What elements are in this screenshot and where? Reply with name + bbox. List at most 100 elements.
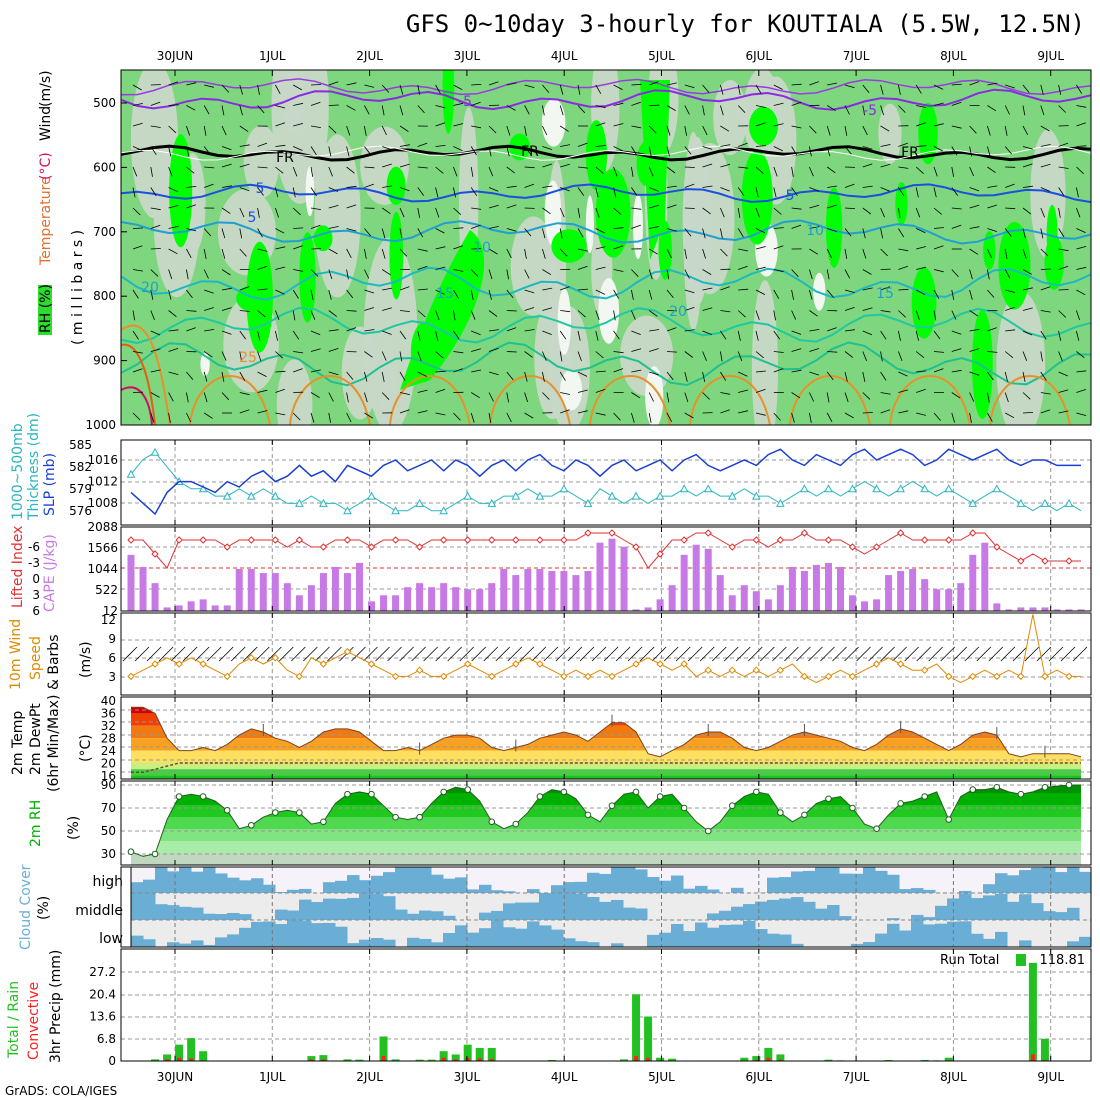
precip-bar bbox=[764, 1047, 773, 1061]
li-marker bbox=[1041, 557, 1049, 565]
thickness-marker bbox=[1040, 498, 1050, 507]
wind-barb bbox=[844, 105, 850, 115]
wind-barb bbox=[221, 125, 227, 136]
li-marker bbox=[632, 543, 640, 551]
cloud-cell bbox=[1031, 867, 1044, 893]
wind-barb bbox=[916, 246, 926, 250]
wind-barb bbox=[702, 351, 707, 361]
wind-speed-marker bbox=[415, 666, 424, 674]
wind-barb bbox=[381, 125, 387, 136]
wind-barb bbox=[168, 248, 178, 255]
wind-barb bbox=[755, 187, 759, 198]
wind-barb bbox=[559, 371, 566, 381]
cloud-cell bbox=[767, 877, 780, 893]
panel-frame bbox=[120, 612, 1092, 696]
wind-barb bbox=[862, 371, 866, 382]
date-label-top: 8JUL bbox=[940, 49, 967, 63]
wind-barb bbox=[168, 225, 179, 229]
cloud-cell bbox=[335, 898, 348, 920]
wind-barb bbox=[951, 392, 961, 399]
wind-barb bbox=[773, 310, 776, 321]
date-label-bottom: 5JUL bbox=[648, 1070, 675, 1084]
wind-barb bbox=[826, 125, 831, 136]
cloud-cell bbox=[611, 899, 624, 920]
wind-barb bbox=[791, 187, 798, 196]
wind-barb bbox=[773, 330, 781, 340]
cloud-cell bbox=[599, 901, 612, 920]
cape-bar bbox=[849, 595, 857, 611]
wind-barb-10m bbox=[832, 646, 847, 662]
wind-barb bbox=[987, 125, 991, 136]
wind-barb bbox=[880, 248, 888, 257]
wind-barb bbox=[1040, 105, 1045, 116]
cape-bar bbox=[1041, 607, 1049, 611]
wind-barb bbox=[969, 204, 980, 209]
wind-barb bbox=[755, 388, 766, 393]
wind-barb bbox=[346, 269, 349, 280]
wind-barb bbox=[435, 145, 446, 147]
cloud-cell bbox=[527, 902, 540, 920]
wind-barb bbox=[577, 288, 589, 291]
wind-barb bbox=[381, 105, 385, 116]
wind-barb bbox=[221, 351, 227, 361]
panel-frame bbox=[120, 696, 1092, 780]
rh-very-dry-patch bbox=[585, 195, 594, 254]
wind-barb bbox=[987, 269, 990, 280]
cape-bar bbox=[319, 573, 327, 611]
convective-bar bbox=[381, 1056, 386, 1061]
wind-barb bbox=[648, 310, 658, 317]
wind-barb bbox=[328, 348, 339, 352]
wind-barb bbox=[826, 412, 833, 422]
panel-frame bbox=[120, 948, 1092, 1062]
temp-contour-warm bbox=[789, 375, 871, 425]
wind-barb bbox=[399, 187, 410, 192]
cape-bar bbox=[307, 585, 315, 611]
wind-barb bbox=[738, 288, 749, 291]
wind-barb bbox=[1076, 84, 1083, 94]
cloud-cell bbox=[851, 873, 864, 893]
panel-frame bbox=[120, 866, 1092, 948]
wind-barb bbox=[364, 248, 367, 259]
wind-barb bbox=[951, 207, 962, 210]
rh-marker bbox=[897, 800, 904, 807]
wind-barb bbox=[737, 187, 745, 196]
wind-barb bbox=[791, 125, 802, 129]
wind-barb bbox=[488, 392, 494, 402]
wind-barb-10m bbox=[170, 646, 186, 662]
contour-label: 5 bbox=[786, 188, 795, 204]
wind-barb bbox=[275, 246, 286, 250]
wind-barb-10m bbox=[856, 646, 871, 662]
cape-bar bbox=[764, 599, 772, 611]
wind-barb bbox=[898, 142, 908, 147]
wind-barb bbox=[666, 105, 676, 111]
wind-barb bbox=[755, 166, 764, 174]
wind-barb bbox=[1076, 330, 1080, 341]
wind-barb-10m bbox=[1024, 646, 1040, 662]
cape-bar bbox=[933, 589, 941, 611]
wind-barb bbox=[613, 289, 620, 299]
wind-barb bbox=[364, 289, 375, 294]
wind-barb bbox=[1022, 371, 1026, 382]
wind-barb bbox=[951, 187, 959, 196]
wind-barb bbox=[755, 246, 766, 250]
wind-ylabel-1: 10m Wind bbox=[8, 619, 24, 690]
wind-barb bbox=[791, 289, 794, 300]
wind-barb bbox=[221, 146, 232, 151]
wind-barb bbox=[542, 330, 552, 335]
wind-barb-10m bbox=[952, 646, 968, 662]
rh-marker bbox=[584, 811, 592, 819]
wind-barb bbox=[844, 289, 855, 293]
cloud-cell bbox=[143, 939, 156, 947]
wind-barb bbox=[470, 146, 477, 156]
wind-barb bbox=[150, 166, 153, 177]
cloud-cell bbox=[515, 928, 528, 947]
wind-barb bbox=[310, 224, 321, 229]
wind-barb bbox=[1040, 163, 1051, 168]
cape-bar bbox=[740, 585, 748, 611]
wind-barb bbox=[915, 351, 925, 359]
wind-barb bbox=[203, 351, 213, 358]
wind-barb bbox=[577, 265, 588, 270]
cloud-cell bbox=[767, 933, 780, 947]
wind-barb bbox=[684, 392, 689, 403]
